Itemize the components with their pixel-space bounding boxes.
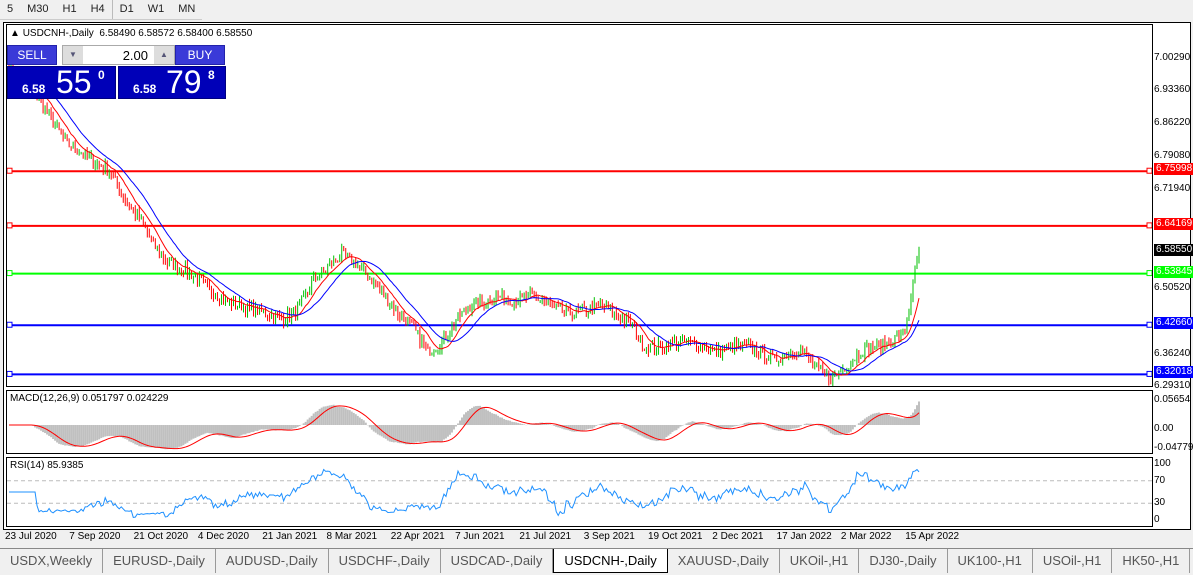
- level-handle-icon[interactable]: [1146, 370, 1153, 377]
- one-click-trading-panel: SELL ▼ 2.00 ▲ BUY 6.58 55 0 6.58 79 8: [5, 44, 226, 100]
- date-axis-tick: 2 Mar 2022: [840, 531, 892, 542]
- date-axis-tick: 4 Dec 2020: [197, 531, 250, 542]
- level-handle-icon[interactable]: [1146, 321, 1153, 328]
- chart-tab[interactable]: AUDUSD-,Daily: [216, 549, 329, 573]
- price-axis-tick: 6.36240: [1154, 347, 1191, 359]
- level-price-label: 6.32018: [1154, 366, 1193, 379]
- chart-tab[interactable]: UK100-,H1: [948, 549, 1033, 573]
- level-handle-icon[interactable]: [6, 270, 13, 277]
- price-axis-tick: 6.50520: [1154, 281, 1191, 293]
- buy-price-fraction: 8: [208, 68, 215, 82]
- timeframe-h4[interactable]: H4: [90, 3, 105, 15]
- date-axis-tick: 22 Apr 2021: [390, 531, 445, 542]
- sell-price-fraction: 0: [98, 68, 105, 82]
- date-axis-tick: 7 Jun 2021: [455, 531, 505, 542]
- rsi-axis-tick: 70: [1154, 474, 1166, 486]
- chart-tab[interactable]: HK50-,H1: [1112, 549, 1191, 573]
- chart-tab[interactable]: DJ30-,Daily: [859, 549, 948, 573]
- sell-price-pips: 55: [56, 66, 92, 99]
- date-axis-tick: 3 Sep 2021: [583, 531, 635, 542]
- rsi-axis-tick: 0: [1154, 514, 1160, 525]
- timeframe-d1[interactable]: D1: [111, 0, 141, 19]
- price-chart: [6, 57, 1153, 389]
- rsi-axis-tick: 30: [1154, 497, 1166, 509]
- date-axis-tick: 19 Oct 2021: [648, 531, 703, 542]
- chart-tab[interactable]: XAUUSD-,Daily: [668, 549, 780, 573]
- buy-price[interactable]: 6.58 79 8: [118, 66, 226, 99]
- macd-axis-tick: 0.05654: [1154, 394, 1191, 405]
- date-axis-tick: 17 Jan 2022: [776, 531, 832, 542]
- price-axis-tick: 6.86220: [1154, 117, 1191, 128]
- macd-axis-tick: 0.00: [1154, 423, 1174, 434]
- chart-tab[interactable]: USDCHF-,Daily: [329, 549, 441, 573]
- buy-button[interactable]: BUY: [175, 45, 225, 65]
- level-handle-icon[interactable]: [6, 222, 13, 229]
- level-handle-icon[interactable]: [6, 167, 13, 174]
- timeframe-5[interactable]: 5: [7, 3, 14, 15]
- price-axis-tick: 6.79080: [1154, 149, 1191, 161]
- lot-size-stepper[interactable]: ▼ 2.00 ▲: [62, 45, 175, 65]
- price-axis-tick: 7.00290: [1154, 52, 1191, 63]
- timeframe-m30[interactable]: M30: [27, 3, 49, 15]
- rsi-chart: [7, 468, 1152, 518]
- level-handle-icon[interactable]: [1146, 167, 1153, 174]
- level-handle-icon[interactable]: [6, 370, 13, 377]
- macd-chart: [9, 401, 920, 450]
- timeframe-mn[interactable]: MN: [178, 3, 196, 15]
- current-price-label: 6.58550: [1154, 243, 1193, 256]
- collapse-triangle-icon[interactable]: ▲: [10, 28, 20, 39]
- level-price-label: 6.53845: [1154, 265, 1193, 278]
- sell-price[interactable]: 6.58 55 0: [7, 66, 116, 99]
- level-price-label: 6.64169: [1154, 217, 1193, 230]
- price-axis-tick: 6.71940: [1154, 182, 1191, 194]
- symbol-label: USDCNH-,Daily: [22, 28, 94, 39]
- chart-header: ▲ USDCNH-,Daily 6.58490 6.58572 6.58400 …: [10, 28, 252, 40]
- chart-tab[interactable]: USDCAD-,Daily: [441, 549, 554, 573]
- chart-tab[interactable]: EURUSD-,Daily: [103, 549, 216, 573]
- moving-average-line: [8, 65, 920, 372]
- sell-button[interactable]: SELL: [7, 45, 57, 65]
- lot-size-value[interactable]: 2.00: [122, 48, 148, 63]
- chart-tab[interactable]: UKOil-,H1: [780, 549, 860, 573]
- chart-tabs: USDX,Weekly EURUSD-,Daily AUDUSD-,Daily USD…: [0, 548, 1193, 573]
- date-axis-tick: 15 Apr 2022: [905, 531, 960, 542]
- rsi-line: [9, 468, 920, 518]
- decrease-lot-icon[interactable]: ▼: [63, 46, 83, 64]
- timeframe-w1[interactable]: W1: [147, 3, 165, 15]
- level-handle-icon[interactable]: [1146, 222, 1153, 229]
- rsi-axis-tick: 100: [1154, 458, 1171, 469]
- date-axis-tick: 8 Mar 2021: [326, 531, 378, 542]
- rsi-panel: RSI(14) 85.9385: [6, 457, 1153, 527]
- date-axis-tick: 21 Oct 2020: [133, 531, 189, 542]
- level-handle-icon[interactable]: [1146, 270, 1153, 277]
- price-axis-tick: 6.93360: [1154, 84, 1191, 96]
- level-price-label: 6.42660: [1154, 317, 1193, 330]
- date-axis-tick: 2 Dec 2021: [712, 531, 764, 542]
- date-axis-tick: 21 Jan 2021: [262, 531, 318, 542]
- level-handle-icon[interactable]: [6, 321, 13, 328]
- chart-tab[interactable]: USDX,Weekly: [0, 549, 104, 573]
- level-price-label: 6.75998: [1154, 163, 1193, 176]
- macd-signal-line: [9, 405, 920, 450]
- date-axis-tick: 23 Jul 2020: [5, 531, 57, 542]
- increase-lot-icon[interactable]: ▲: [154, 46, 174, 64]
- ohlc-values: 6.58490 6.58572 6.58400 6.58550: [99, 28, 253, 39]
- buy-price-prefix: 6.58: [133, 82, 157, 96]
- chart-tab[interactable]: USOil-,H1: [1033, 549, 1113, 573]
- date-axis-tick: 21 Jul 2021: [519, 531, 572, 542]
- chart-tab[interactable]: USDCNH-,Daily: [553, 549, 668, 573]
- price-axis-tick: 6.29310: [1154, 379, 1191, 391]
- macd-axis-tick: -0.047793: [1154, 442, 1193, 453]
- moving-average-line: [8, 65, 920, 376]
- date-axis-tick: 7 Sep 2020: [69, 531, 121, 542]
- timeframe-toolbar: 5 M30 H1 H4 D1 W1 MN: [0, 0, 203, 20]
- timeframe-h1[interactable]: H1: [62, 3, 77, 15]
- sell-price-prefix: 6.58: [22, 82, 46, 96]
- macd-panel: MACD(12,26,9) 0.051797 0.024229: [6, 390, 1153, 454]
- buy-price-pips: 79: [166, 66, 202, 99]
- rsi-label: RSI(14) 85.9385: [10, 460, 84, 471]
- macd-label: MACD(12,26,9) 0.051797 0.024229: [10, 393, 169, 404]
